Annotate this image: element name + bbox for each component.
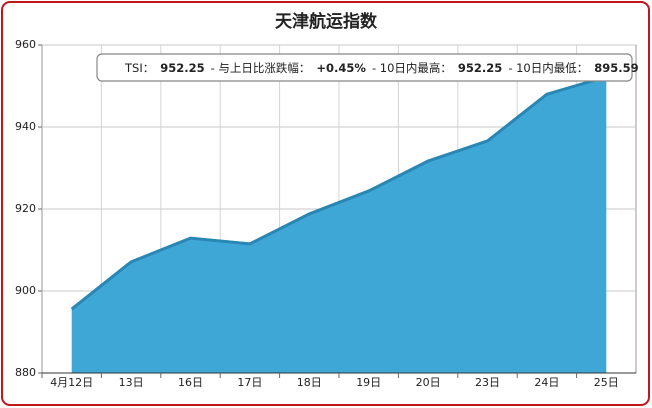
x-tick-label: 13日 — [119, 376, 144, 389]
plot: 880 900 920 940 960 4月12日 13日 16日 17日 18日 19日 20日 23… — [15, 38, 639, 389]
x-tick-label: 16日 — [178, 376, 203, 389]
tooltip-item: +0.45% — [316, 61, 366, 75]
y-tick-label: 880 — [15, 366, 36, 379]
tooltip: TSI： 952.25 - 与上日比涨跌幅： +0.45% - 10日内最高： 952.2… — [124, 61, 639, 75]
x-tick-label: 24日 — [534, 376, 559, 389]
x-tick-label: 20日 — [416, 376, 441, 389]
x-tick-label: 4月12日 — [50, 376, 93, 389]
tooltip-item: - 与上日比涨跌幅： — [211, 61, 311, 75]
tooltip-item: - 10日内最高： — [372, 61, 452, 75]
line — [70, 75, 607, 311]
x-tick-label: 17日 — [237, 376, 262, 389]
tooltip-item: 952.25 — [458, 61, 502, 75]
y-tick-label: 920 — [15, 202, 36, 215]
chart-title: 天津航运指数 — [275, 11, 378, 32]
tooltip-item: 895.59 — [594, 61, 638, 75]
x-tick-label: 18日 — [297, 376, 322, 389]
y-tick-label: 940 — [15, 120, 36, 133]
x-tick-label: 25日 — [594, 376, 619, 389]
x-tick-label: 23日 — [475, 376, 500, 389]
tooltip-item: TSI： — [124, 61, 154, 75]
x-tick-label: 19日 — [356, 376, 381, 389]
y-tick-label: 900 — [15, 284, 36, 297]
area — [71, 76, 607, 374]
tooltip-item: - 10日内最低： — [508, 61, 588, 75]
y-tick-label: 960 — [15, 38, 36, 51]
tooltip-box — [96, 53, 633, 82]
tooltip-item: 952.25 — [160, 61, 204, 75]
